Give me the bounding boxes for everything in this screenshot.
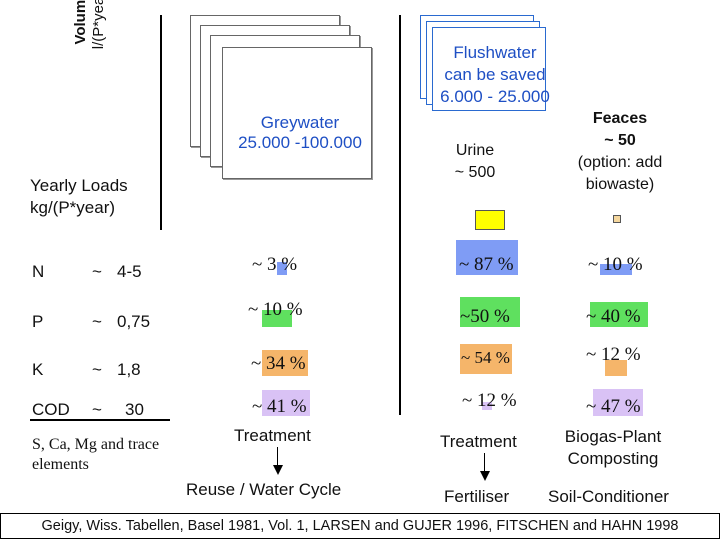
- greywater-name: Greywater: [260, 113, 340, 132]
- volume-axis-label: Volume l/(P*year): [72, 0, 112, 78]
- bar-k-faeces: [605, 360, 627, 376]
- yearly-loads-unit: kg/(P*year): [30, 198, 116, 217]
- bar-p-grey: [262, 310, 292, 327]
- val-cod-urine: ~ 12 %: [462, 390, 517, 411]
- faeces-label: Feaces ~ 50 (option: add biowaste): [540, 108, 700, 196]
- faeces-name: Feaces: [592, 110, 648, 127]
- faeces-volume: ~ 50: [604, 132, 636, 149]
- urine-volume: ~ 500: [454, 164, 496, 181]
- flushwater-line1: Flushwater: [453, 43, 537, 62]
- row-k-symbol: K: [32, 360, 44, 379]
- urine-arrow-line: [484, 453, 485, 473]
- faeces-treatment-line2: Composting: [567, 449, 659, 468]
- source-citation: Geigy, Wiss. Tabellen, Basel 1981, Vol. …: [0, 513, 720, 539]
- bar-cod-urine: [482, 402, 492, 410]
- val-k-faeces: ~ 12 %: [586, 344, 641, 365]
- yearly-loads-title: Yearly Loads: [30, 176, 128, 195]
- flushwater-line2: can be saved: [444, 65, 546, 84]
- bar-cod-faeces: [593, 389, 643, 416]
- greywater-label: Greywater 25.000 -100.000: [220, 113, 380, 153]
- grey-outcome: Reuse / Water Cycle: [186, 480, 342, 499]
- volume-unit: l/(P*year): [90, 0, 107, 50]
- val-k-grey: ~ 34 %: [251, 353, 306, 374]
- row-cod-symbol: COD: [32, 400, 70, 419]
- urine-volume-box: [475, 210, 505, 230]
- grey-arrow-line: [277, 447, 278, 467]
- bar-k-urine: [460, 344, 512, 374]
- trace-elements-label: S, Ca, Mg and trace elements: [32, 435, 159, 475]
- row-k-load: 1,8: [117, 360, 141, 379]
- faeces-treatment-label: Biogas-Plant Composting: [548, 426, 678, 470]
- bar-n-grey: [277, 262, 287, 275]
- val-n-urine: ~ 87 %: [459, 254, 514, 275]
- left-vertical-axis: [160, 15, 162, 230]
- row-p-symbol: P: [32, 312, 44, 331]
- trace-elements-line1: S, Ca, Mg and trace: [32, 436, 160, 453]
- flushwater-label: Flushwater can be saved 6.000 - 25.000: [420, 42, 570, 108]
- bar-k-grey: [262, 350, 308, 376]
- bar-n-faeces: [600, 264, 632, 275]
- yearly-loads-label: Yearly Loads kg/(P*year): [30, 175, 128, 219]
- greywater-volume: 25.000 -100.000: [238, 133, 362, 152]
- faeces-outcome: Soil-Conditioner: [548, 487, 669, 506]
- urine-name: Urine: [455, 142, 495, 159]
- urine-label: Urine ~ 500: [420, 140, 530, 184]
- val-p-grey: ~ 10 %: [248, 299, 303, 320]
- row-n-symbol: N: [32, 262, 45, 281]
- urine-outcome: Fertiliser: [444, 487, 510, 506]
- cod-underline: [30, 419, 170, 421]
- urine-arrow-head: [480, 471, 490, 481]
- row-p-tilde: ~: [92, 312, 102, 331]
- row-p-load: 0,75: [117, 312, 151, 331]
- row-n-tilde: ~: [92, 262, 102, 281]
- faeces-note1: (option: add: [577, 154, 663, 171]
- flushwater-page-1: [432, 27, 546, 111]
- val-n-grey: ~ 3 %: [252, 254, 298, 275]
- row-k-tilde: ~: [92, 360, 102, 379]
- val-k-urine: ~ 54 %: [461, 348, 510, 367]
- bar-p-faeces: [590, 302, 648, 327]
- grey-treatment-label: Treatment: [234, 426, 311, 445]
- val-p-faeces: ~ 40 %: [586, 306, 641, 327]
- urine-treatment-label: Treatment: [440, 432, 517, 451]
- center-vertical-axis: [399, 15, 401, 415]
- val-n-faeces: ~ 10 %: [588, 254, 643, 275]
- flushwater-line3: 6.000 - 25.000: [440, 87, 550, 106]
- val-cod-grey: ~ 41 %: [252, 396, 307, 417]
- trace-elements-line2: elements: [32, 456, 89, 473]
- faeces-treatment-line1: Biogas-Plant: [564, 427, 662, 446]
- row-cod-load: 30: [125, 400, 144, 419]
- bar-cod-grey: [262, 390, 310, 416]
- val-p-urine: ~50 %: [460, 306, 510, 327]
- val-cod-faeces: ~ 47 %: [586, 396, 641, 417]
- bar-p-urine: [460, 297, 520, 327]
- row-n-load: 4-5: [117, 262, 142, 281]
- grey-arrow-head: [273, 465, 283, 475]
- faeces-note2: biowaste): [585, 176, 655, 193]
- bar-n-urine: [456, 240, 518, 275]
- faeces-volume-box: [613, 215, 621, 223]
- volume-title: Volume: [72, 0, 89, 45]
- greywater-page-1: [222, 47, 372, 179]
- row-cod-tilde: ~: [92, 400, 102, 419]
